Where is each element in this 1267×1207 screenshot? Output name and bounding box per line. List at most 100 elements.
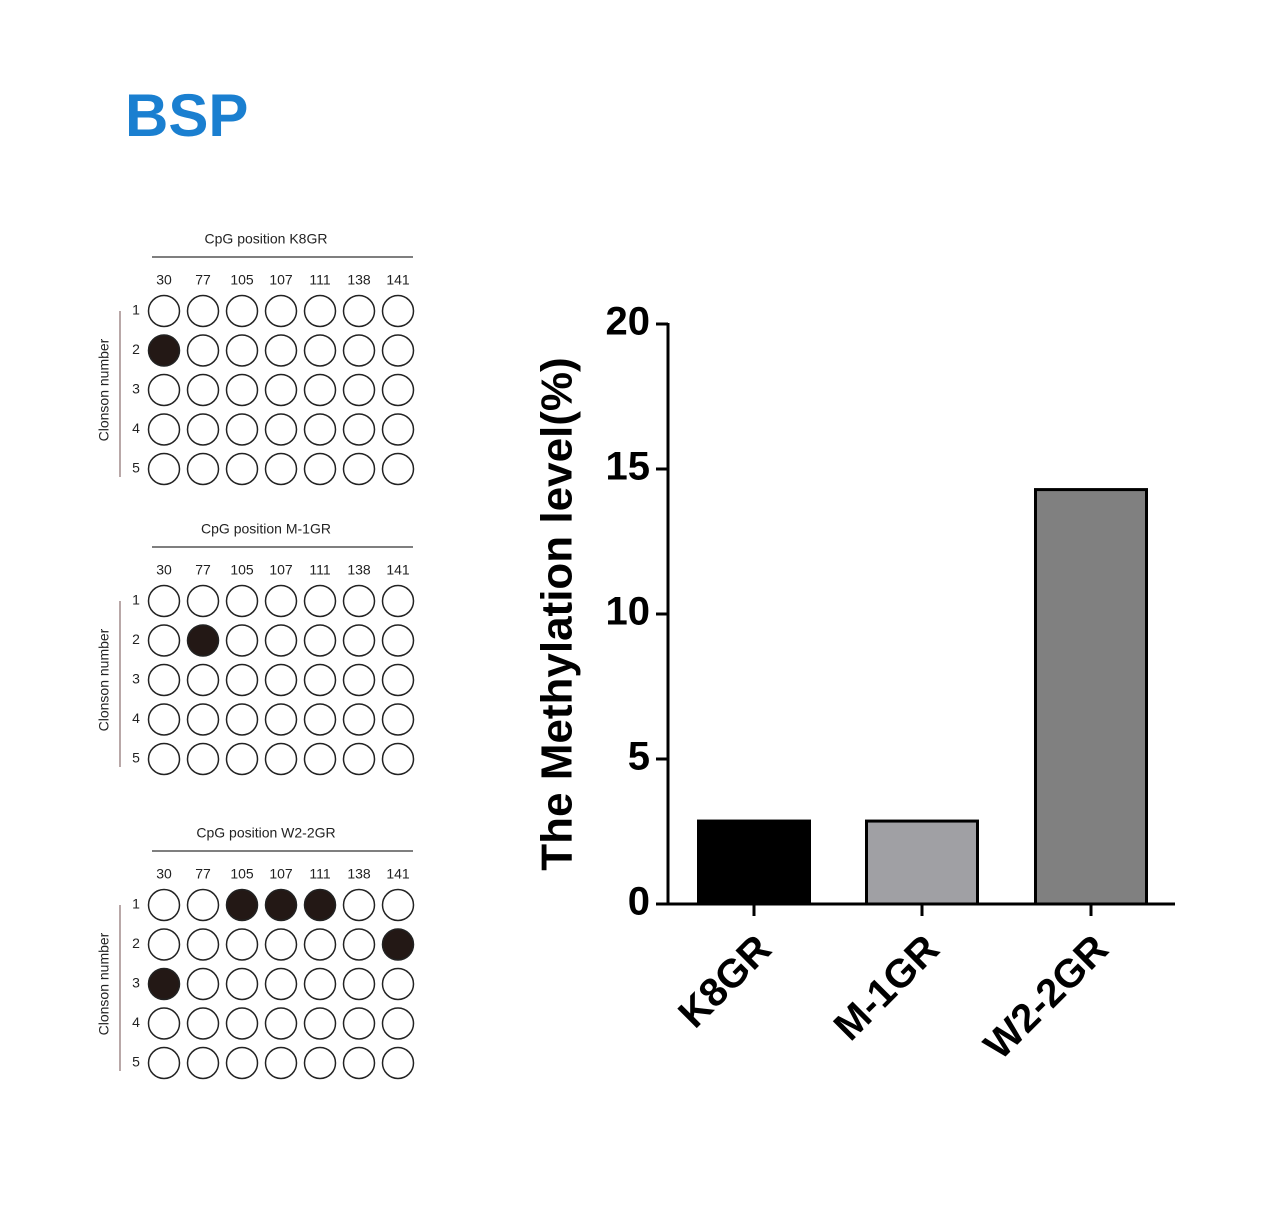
cpg-site	[381, 1046, 415, 1080]
cpg-site	[381, 294, 415, 328]
cpg-site	[342, 742, 376, 776]
cpg-site	[381, 584, 415, 618]
cpg-site	[225, 703, 259, 736]
cpg-site	[264, 663, 298, 697]
cpg-site	[225, 334, 259, 367]
figure-title: BSP	[125, 82, 248, 149]
cpg-site	[186, 1007, 220, 1040]
cpg-site	[186, 742, 220, 776]
cpg-site	[264, 888, 298, 922]
clone-label: 1	[132, 592, 140, 608]
position-label: 30	[156, 866, 172, 882]
position-label: 141	[386, 272, 410, 288]
position-label: 107	[269, 866, 293, 882]
clone-label: 2	[132, 935, 140, 951]
cpg-site	[381, 1007, 415, 1040]
cpg-site	[381, 334, 415, 367]
cpg-site	[147, 967, 181, 1001]
cpg-site	[303, 452, 337, 486]
cpg-site	[186, 294, 220, 328]
cpg-site	[342, 294, 376, 328]
position-label: 141	[386, 866, 410, 882]
cpg-site	[381, 928, 415, 961]
cpg-site	[186, 967, 220, 1001]
grid-title: CpG position K8GR	[205, 231, 328, 247]
cpg-site	[381, 624, 415, 657]
position-label: 141	[386, 562, 410, 578]
cpg-site	[225, 413, 259, 446]
cpg-site	[186, 413, 220, 446]
clone-label: 4	[132, 710, 140, 726]
bar	[1034, 488, 1148, 906]
cpg-site	[381, 413, 415, 446]
cpg-site	[147, 703, 181, 736]
cpg-site	[342, 1007, 376, 1040]
cpg-site	[342, 1046, 376, 1080]
cpg-site	[303, 294, 337, 328]
cpg-site	[264, 294, 298, 328]
cpg-site	[264, 967, 298, 1001]
cpg-site	[264, 334, 298, 367]
position-label: 105	[230, 866, 254, 882]
cpg-site	[147, 742, 181, 776]
position-label: 30	[156, 272, 172, 288]
cpg-site	[303, 703, 337, 736]
cpg-site	[342, 413, 376, 446]
cpg-site	[303, 1007, 337, 1040]
clone-label: 5	[132, 1054, 140, 1070]
cpg-site	[147, 928, 181, 961]
x-tick-label: M-1GR	[826, 927, 948, 1049]
cpg-site	[225, 663, 259, 697]
cpg-site	[303, 624, 337, 657]
cpg-site	[381, 888, 415, 922]
clone-label: 2	[132, 341, 140, 357]
position-label: 107	[269, 272, 293, 288]
cpg-site	[225, 1046, 259, 1080]
cpg-site	[342, 888, 376, 922]
cpg-site	[264, 373, 298, 407]
position-label: 77	[195, 272, 211, 288]
clone-label: 5	[132, 460, 140, 476]
cpg-site	[381, 703, 415, 736]
cpg-site	[342, 663, 376, 697]
position-label: 138	[347, 272, 371, 288]
grid-ylabel: Clonson number	[96, 628, 112, 731]
x-tick-label: W2-2GR	[976, 927, 1117, 1068]
cpg-site	[342, 703, 376, 736]
cpg-site	[225, 742, 259, 776]
y-tick-label: 0	[628, 880, 650, 924]
grid-title: CpG position M-1GR	[201, 521, 331, 537]
cpg-site	[342, 584, 376, 618]
cpg-site	[225, 584, 259, 618]
clone-label: 2	[132, 631, 140, 647]
clone-label: 3	[132, 671, 140, 687]
cpg-site	[264, 413, 298, 446]
cpg-site	[225, 967, 259, 1001]
cpg-site	[147, 663, 181, 697]
clone-label: 1	[132, 302, 140, 318]
cpg-site	[186, 703, 220, 736]
y-tick-label: 15	[606, 445, 651, 489]
cpg-site	[186, 888, 220, 922]
clone-label: 3	[132, 975, 140, 991]
grid-title: CpG position W2-2GR	[196, 825, 335, 841]
cpg-site	[225, 624, 259, 657]
grid-ylabel: Clonson number	[96, 338, 112, 441]
cpg-site	[147, 452, 181, 486]
position-label: 77	[195, 866, 211, 882]
position-label: 111	[309, 866, 330, 882]
cpg-site	[147, 294, 181, 328]
cpg-site	[147, 888, 181, 922]
clone-label: 3	[132, 381, 140, 397]
y-tick-label: 10	[606, 590, 651, 634]
cpg-site	[147, 373, 181, 407]
cpg-site	[303, 967, 337, 1001]
cpg-site	[303, 584, 337, 618]
cpg-site	[342, 967, 376, 1001]
cpg-site	[303, 742, 337, 776]
clone-label: 1	[132, 896, 140, 912]
position-label: 111	[309, 562, 330, 578]
cpg-site	[303, 334, 337, 367]
cpg-site	[381, 663, 415, 697]
cpg-site	[303, 1046, 337, 1080]
